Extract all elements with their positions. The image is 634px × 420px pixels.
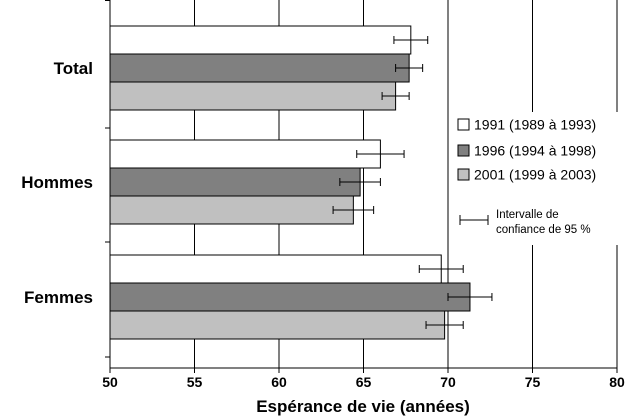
axes <box>105 0 618 373</box>
legend-swatch-2001 <box>457 168 470 181</box>
bar-femmes-2 <box>109 282 471 312</box>
x-axis-title: Espérance de vie (années) <box>256 397 470 416</box>
category-label-total: Total <box>54 59 93 78</box>
error-bar-femmes-1 <box>418 265 464 273</box>
x-tick-label-55: 55 <box>187 374 203 390</box>
error-bar-hommes-2 <box>339 178 381 186</box>
legend: 1991 (1989 à 1993) 1996 (1994 à 1998) 20… <box>452 112 622 245</box>
error-bars <box>332 36 493 329</box>
error-bar-femmes-3 <box>425 321 464 329</box>
bar-femmes-3 <box>109 310 446 340</box>
legend-ci-label-line1: Intervalle de <box>496 209 559 221</box>
legend-label-1991: 1991 (1989 à 1993) <box>474 117 596 133</box>
labels: 50 55 60 65 70 75 80 Total Hommes Femmes Espérance… <box>21 59 625 416</box>
x-tick-label-50: 50 <box>102 374 118 390</box>
legend-background <box>452 112 622 245</box>
category-label-femmes: Femmes <box>24 288 93 307</box>
bar-total-3 <box>109 81 397 111</box>
error-bar-total-3 <box>381 92 410 100</box>
legend-label-1996: 1996 (1994 à 1998) <box>474 143 596 159</box>
error-bar-hommes-3 <box>332 206 375 214</box>
x-tick-label-60: 60 <box>271 374 287 390</box>
bars <box>109 25 471 340</box>
x-tick-label-80: 80 <box>609 374 625 390</box>
legend-ci-label-line2: confiance de 95 % <box>496 224 591 236</box>
error-bar-total-2 <box>395 64 424 72</box>
bar-hommes-3 <box>109 195 354 225</box>
category-label-hommes: Hommes <box>21 173 93 192</box>
bar-hommes-2 <box>109 167 361 197</box>
bar-total-1 <box>109 25 412 55</box>
error-bar-total-1 <box>393 36 429 44</box>
legend-swatch-1996 <box>457 144 470 157</box>
bar-hommes-1 <box>109 139 381 169</box>
error-bar-femmes-2 <box>447 293 493 301</box>
bar-femmes-1 <box>109 254 442 284</box>
legend-ci-symbol <box>459 215 489 225</box>
error-bar-hommes-1 <box>356 150 405 158</box>
x-tick-label-70: 70 <box>440 374 456 390</box>
bar-total-2 <box>109 53 410 83</box>
legend-swatch-1991 <box>457 118 470 131</box>
x-tick-label-65: 65 <box>356 374 372 390</box>
legend-label-2001: 2001 (1999 à 2003) <box>474 167 596 183</box>
x-tick-label-75: 75 <box>525 374 541 390</box>
